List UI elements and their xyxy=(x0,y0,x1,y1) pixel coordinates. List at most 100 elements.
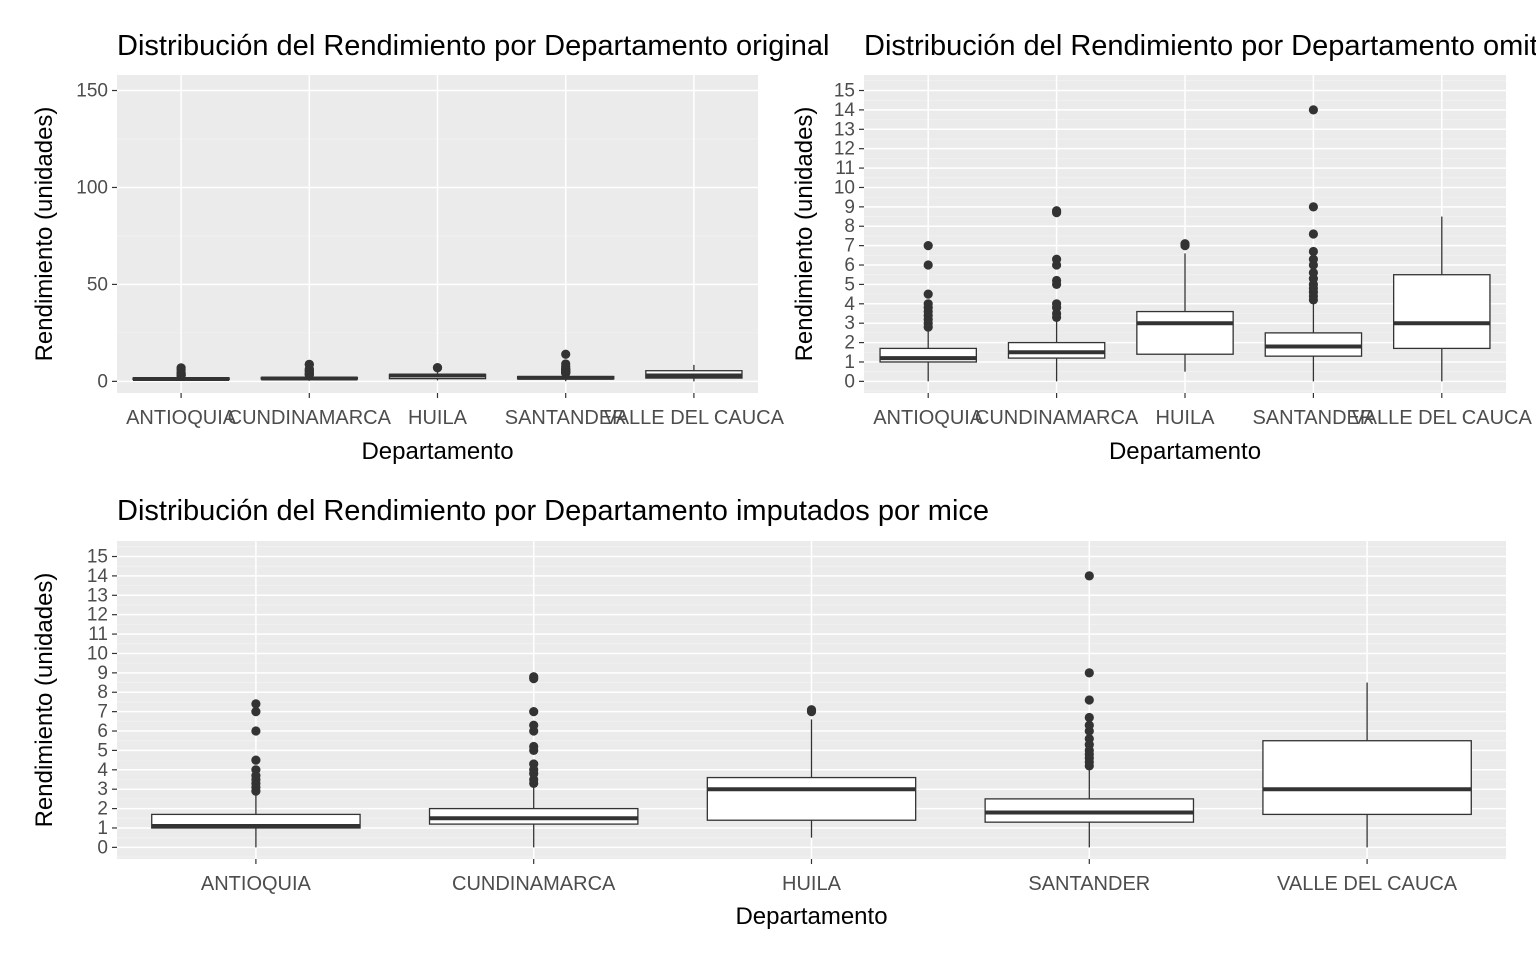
outlier-point xyxy=(1084,571,1094,581)
x-tick-label: VALLE DEL CAUCA xyxy=(1352,407,1533,429)
y-tick-label: 8 xyxy=(844,216,855,237)
outlier-point xyxy=(176,363,186,373)
outlier-point xyxy=(1052,275,1062,286)
outlier-point xyxy=(529,759,539,769)
box-iqr xyxy=(1136,310,1234,355)
outlier-point xyxy=(923,289,933,299)
outlier-point xyxy=(1052,299,1062,309)
box-antioquia xyxy=(132,363,230,382)
outlier-point xyxy=(251,707,261,717)
y-tick-label: 9 xyxy=(97,663,108,684)
outlier-point xyxy=(1084,668,1094,678)
outlier-point xyxy=(251,699,261,709)
y-tick-label: 8 xyxy=(97,682,108,703)
outlier-point xyxy=(432,362,443,373)
y-tick-label: 15 xyxy=(834,81,855,102)
outlier-point xyxy=(1308,229,1318,239)
x-tick-label: VALLE DEL CAUCA xyxy=(604,407,785,429)
y-axis-title: Rendimiento (unidades) xyxy=(791,107,818,362)
box-huila xyxy=(388,362,487,381)
y-tick-label: 6 xyxy=(97,721,108,742)
outlier-point xyxy=(1084,720,1094,730)
chart-title: Distribución del Rendimiento por Departa… xyxy=(117,495,989,527)
y-tick-label: 1 xyxy=(844,352,855,373)
box-cundinamarca xyxy=(260,359,359,381)
y-tick-label: 2 xyxy=(97,799,108,820)
outlier-point xyxy=(561,359,571,369)
box-santander xyxy=(1264,105,1363,382)
y-tick-label: 50 xyxy=(87,274,108,295)
box-cundinamarca xyxy=(428,672,639,848)
y-tick-label: 3 xyxy=(844,313,855,334)
box-antioquia xyxy=(151,699,361,848)
outlier-point xyxy=(1084,712,1094,723)
outlier-point xyxy=(251,765,261,775)
y-tick-label: 1 xyxy=(97,818,108,839)
outlier-point xyxy=(1308,268,1318,278)
y-axis-title: Rendimiento (unidades) xyxy=(31,107,58,362)
chart-title: Distribución del Rendimiento por Departa… xyxy=(117,30,829,62)
x-tick-label: ANTIOQUIA xyxy=(201,873,312,895)
x-tick-label: CUNDINAMARCA xyxy=(228,407,392,429)
outlier-point xyxy=(529,741,539,752)
box-antioquia xyxy=(879,241,977,382)
y-tick-label: 5 xyxy=(97,740,108,761)
outlier-point xyxy=(251,755,261,765)
outlier-point xyxy=(1180,239,1190,249)
y-tick-label: 5 xyxy=(844,274,855,295)
y-tick-label: 0 xyxy=(97,371,108,392)
box-santander xyxy=(984,571,1195,848)
box-valle-del-cauca xyxy=(1262,682,1472,848)
box-valle-del-cauca xyxy=(1393,216,1491,382)
x-tick-label: HUILA xyxy=(408,407,468,429)
y-tick-label: 13 xyxy=(87,585,108,606)
y-tick-label: 14 xyxy=(834,100,856,121)
y-tick-label: 12 xyxy=(834,139,855,160)
outlier-point xyxy=(923,299,933,309)
outlier-point xyxy=(1308,202,1318,212)
box-iqr xyxy=(706,776,917,821)
outlier-point xyxy=(304,359,314,369)
y-tick-label: 12 xyxy=(87,605,108,626)
x-tick-label: SANTANDER xyxy=(1252,407,1374,429)
x-tick-label: ANTIOQUIA xyxy=(873,407,984,429)
y-tick-label: 15 xyxy=(87,547,108,568)
y-tick-label: 150 xyxy=(76,81,108,102)
box-iqr xyxy=(1262,740,1472,816)
x-axis-title: Departamento xyxy=(1109,438,1261,465)
box-huila xyxy=(706,705,917,838)
x-tick-label: ANTIOQUIA xyxy=(126,407,237,429)
outlier-point xyxy=(806,705,817,715)
y-tick-label: 4 xyxy=(97,760,108,781)
outlier-point xyxy=(529,672,539,682)
x-tick-label: CUNDINAMARCA xyxy=(452,873,616,895)
outlier-point xyxy=(561,349,571,359)
outlier-point xyxy=(1308,105,1318,115)
chart-title: Distribución del Rendimiento por Departa… xyxy=(864,30,1536,62)
y-tick-label: 9 xyxy=(844,197,855,218)
y-tick-label: 7 xyxy=(97,702,108,723)
y-tick-label: 11 xyxy=(88,624,108,645)
x-tick-label: VALLE DEL CAUCA xyxy=(1277,873,1458,895)
x-axis-title: Departamento xyxy=(735,903,887,930)
outlier-point xyxy=(1308,254,1318,264)
x-tick-label: HUILA xyxy=(782,873,842,895)
y-tick-label: 10 xyxy=(834,177,855,198)
y-tick-label: 11 xyxy=(835,158,855,179)
y-tick-label: 3 xyxy=(97,779,108,800)
box-iqr xyxy=(1393,274,1491,350)
x-axis-title: Departamento xyxy=(361,438,513,465)
outlier-point xyxy=(1084,734,1094,744)
y-tick-label: 14 xyxy=(87,566,109,587)
y-tick-label: 13 xyxy=(834,119,855,140)
y-tick-label: 10 xyxy=(87,643,108,664)
outlier-point xyxy=(923,260,933,270)
x-tick-label: SANTANDER xyxy=(1028,873,1150,895)
outlier-point xyxy=(251,726,261,736)
box-huila xyxy=(1136,239,1234,372)
outlier-point xyxy=(1052,254,1062,264)
box-valle-del-cauca xyxy=(645,364,743,382)
y-tick-label: 6 xyxy=(844,255,855,276)
